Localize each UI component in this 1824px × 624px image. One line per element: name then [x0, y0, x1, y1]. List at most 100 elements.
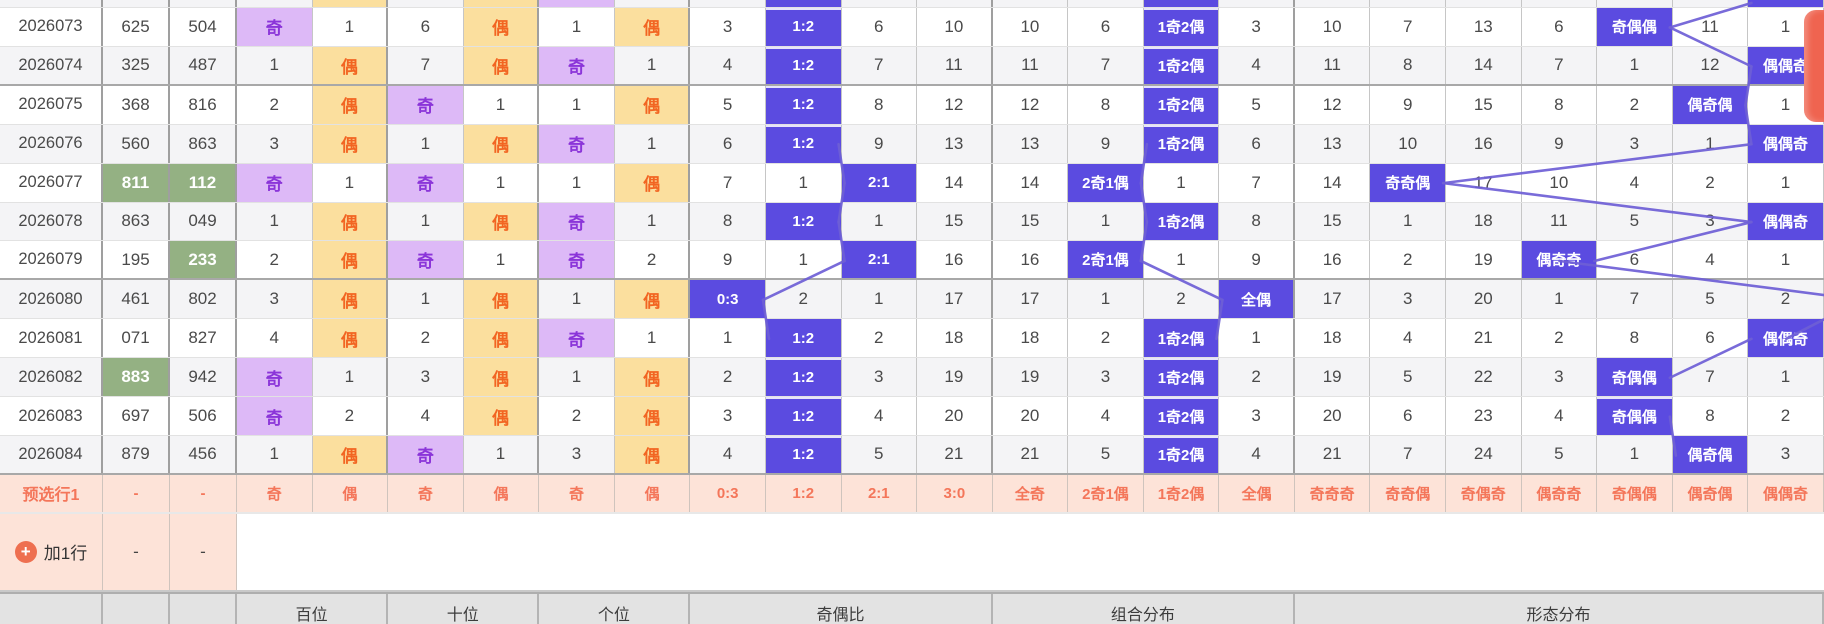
hit-cell: 1:2	[765, 435, 842, 473]
hit-cell: 1:2	[765, 46, 842, 84]
miss-cell: 4	[1219, 46, 1295, 84]
hit-cell: 偶	[614, 85, 691, 124]
miss-cell: 8	[1370, 46, 1446, 84]
period-cell: 2026084	[0, 435, 103, 473]
hit-cell: 1奇2偶	[1143, 319, 1220, 358]
preselect-cell[interactable]: 偶	[463, 474, 540, 512]
miss-cell: 4	[690, 46, 766, 84]
floating-action-button[interactable]	[1804, 10, 1824, 122]
miss-cell: 1	[539, 358, 615, 397]
miss-cell: 2	[1748, 397, 1824, 435]
miss-cell: 20	[1446, 280, 1522, 319]
partial-cell	[615, 0, 691, 7]
preselect-cell[interactable]: 偶偶奇	[1748, 474, 1824, 512]
miss-cell: 15	[993, 202, 1069, 241]
miss-cell: 3	[1673, 202, 1749, 241]
preselect-cell[interactable]: 偶	[312, 474, 389, 512]
miss-cell: 5	[842, 435, 918, 473]
miss-cell: 4	[1068, 397, 1144, 435]
preselect-cell[interactable]: 奇偶偶	[1597, 474, 1673, 512]
miss-cell: 5	[690, 85, 766, 124]
miss-cell: 18	[1446, 202, 1522, 241]
preselect-cell[interactable]: 0:3	[690, 474, 766, 512]
partial-cell	[237, 0, 313, 7]
miss-cell: 1	[842, 280, 918, 319]
miss-cell: 16	[993, 241, 1069, 279]
preselect-cell[interactable]: 全奇	[992, 474, 1069, 512]
miss-cell: 6	[1068, 8, 1144, 46]
partial-cell	[170, 0, 237, 7]
preselect-cell[interactable]: 偶	[614, 474, 691, 512]
table-row: 2026081 071 827 4 偶 2 偶奇 1 1 1:2 2 18 18 2 1奇2偶 1 18 4 21 2…	[0, 319, 1824, 359]
draw-number-cell: 487	[170, 46, 237, 84]
preselect-cell[interactable]: 偶奇偶	[1672, 474, 1749, 512]
preselect-cell[interactable]: 1:2	[765, 474, 842, 512]
draw-number-cell: 049	[170, 202, 237, 241]
miss-cell: 1	[1748, 163, 1824, 202]
period-cell: 2026079	[0, 241, 103, 279]
miss-cell: 7	[1673, 358, 1749, 397]
hit-cell: 奇	[237, 163, 313, 202]
draw-number-cell: 802	[170, 280, 237, 319]
preselect-cell[interactable]: 奇奇偶	[1370, 474, 1446, 512]
period-cell: 2026082	[0, 358, 103, 397]
draw-number-cell: 233	[170, 241, 237, 279]
hit-cell: 偶	[463, 202, 540, 241]
miss-cell: 10	[993, 8, 1069, 46]
miss-cell: 9	[1370, 85, 1446, 124]
miss-cell: 18	[1295, 319, 1371, 358]
miss-cell: 3	[388, 358, 464, 397]
miss-cell: 1	[1748, 358, 1824, 397]
miss-cell: 12	[1295, 85, 1371, 124]
miss-cell: 1	[766, 241, 842, 279]
add-row-button[interactable]: + 加1行	[14, 539, 88, 564]
miss-cell: 21	[917, 435, 993, 473]
preselect-cell[interactable]: 2奇1偶	[1068, 474, 1144, 512]
preselect-cell[interactable]: 1奇2偶	[1143, 474, 1220, 512]
hit-cell: 1:2	[765, 319, 842, 358]
add-row-label: 加1行	[43, 544, 88, 564]
miss-cell: 11	[917, 46, 993, 84]
preselect-cell[interactable]: 奇奇奇	[1294, 474, 1371, 512]
partial-cell	[993, 0, 1069, 7]
miss-cell: 3	[1370, 280, 1446, 319]
preselect-cell[interactable]: 奇	[237, 474, 313, 512]
miss-cell: 8	[842, 85, 918, 124]
miss-cell: 13	[1295, 124, 1371, 163]
preselect-cell[interactable]: 奇	[539, 474, 615, 512]
miss-cell: 1	[1748, 241, 1824, 279]
preselect-cell[interactable]: 奇偶奇	[1446, 474, 1522, 512]
miss-cell: 6	[388, 8, 464, 46]
miss-cell: 3	[1597, 124, 1673, 163]
preselect-cell[interactable]: 全偶	[1219, 474, 1295, 512]
partial-cell	[1446, 0, 1522, 7]
preselect-cell[interactable]: 偶奇奇	[1521, 474, 1598, 512]
miss-cell: 23	[1446, 397, 1522, 435]
miss-cell: 2	[615, 241, 691, 279]
miss-cell: 2	[313, 397, 389, 435]
partial-cell	[463, 0, 540, 7]
partial-cell	[917, 0, 993, 7]
period-cell: 2026074	[0, 46, 103, 84]
hit-cell: 偶	[312, 202, 389, 241]
miss-cell: 2	[237, 241, 313, 279]
miss-cell: 5	[1522, 435, 1598, 473]
preselect-cell[interactable]: 3:0	[917, 474, 993, 512]
miss-cell: 6	[1370, 397, 1446, 435]
miss-cell: 10	[917, 8, 993, 46]
preselect-cell[interactable]: 2:1	[841, 474, 918, 512]
miss-cell: 21	[1446, 319, 1522, 358]
partial-top-row	[0, 0, 1824, 8]
table-row: 2026084 879 456 1 偶奇 1 3 偶 4 1:2 5 21 21 5 1奇2偶 4 21 7 24 5…	[0, 435, 1824, 475]
add-row-empty	[237, 513, 1824, 590]
miss-cell: 22	[1446, 358, 1522, 397]
miss-cell: 1	[539, 280, 615, 319]
preselect-cell[interactable]: 奇	[388, 474, 464, 512]
miss-cell: 1	[690, 319, 766, 358]
miss-cell: 1	[1219, 319, 1295, 358]
hit-cell: 奇奇偶	[1370, 163, 1446, 202]
miss-cell: 2	[842, 319, 918, 358]
partial-cell	[539, 0, 615, 7]
hit-cell: 偶	[463, 319, 540, 358]
